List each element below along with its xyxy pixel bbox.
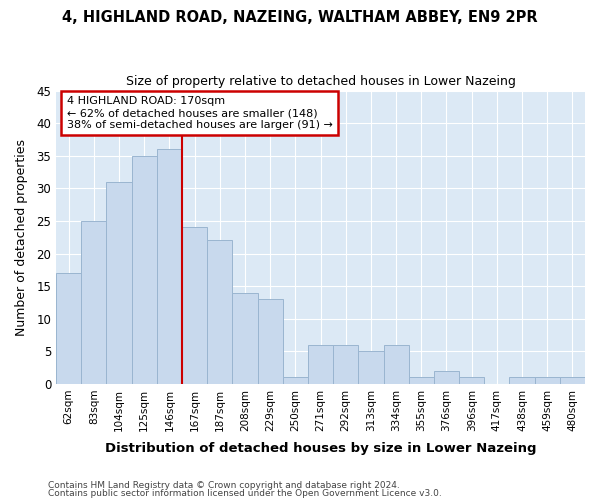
- Text: Contains HM Land Registry data © Crown copyright and database right 2024.: Contains HM Land Registry data © Crown c…: [48, 481, 400, 490]
- Bar: [56, 273, 81, 384]
- Bar: [257, 299, 283, 384]
- Text: 4 HIGHLAND ROAD: 170sqm
← 62% of detached houses are smaller (148)
38% of semi-d: 4 HIGHLAND ROAD: 170sqm ← 62% of detache…: [67, 96, 332, 130]
- Bar: [535, 378, 560, 384]
- Bar: [232, 292, 257, 384]
- Bar: [81, 221, 106, 384]
- Bar: [308, 345, 333, 384]
- X-axis label: Distribution of detached houses by size in Lower Nazeing: Distribution of detached houses by size …: [105, 442, 536, 455]
- Bar: [459, 378, 484, 384]
- Bar: [157, 149, 182, 384]
- Bar: [182, 228, 207, 384]
- Text: 4, HIGHLAND ROAD, NAZEING, WALTHAM ABBEY, EN9 2PR: 4, HIGHLAND ROAD, NAZEING, WALTHAM ABBEY…: [62, 10, 538, 25]
- Bar: [106, 182, 131, 384]
- Y-axis label: Number of detached properties: Number of detached properties: [15, 138, 28, 336]
- Text: Contains public sector information licensed under the Open Government Licence v3: Contains public sector information licen…: [48, 488, 442, 498]
- Bar: [131, 156, 157, 384]
- Bar: [509, 378, 535, 384]
- Bar: [560, 378, 585, 384]
- Bar: [207, 240, 232, 384]
- Bar: [434, 371, 459, 384]
- Bar: [283, 378, 308, 384]
- Bar: [383, 345, 409, 384]
- Bar: [333, 345, 358, 384]
- Bar: [358, 352, 383, 384]
- Bar: [409, 378, 434, 384]
- Title: Size of property relative to detached houses in Lower Nazeing: Size of property relative to detached ho…: [125, 75, 515, 88]
